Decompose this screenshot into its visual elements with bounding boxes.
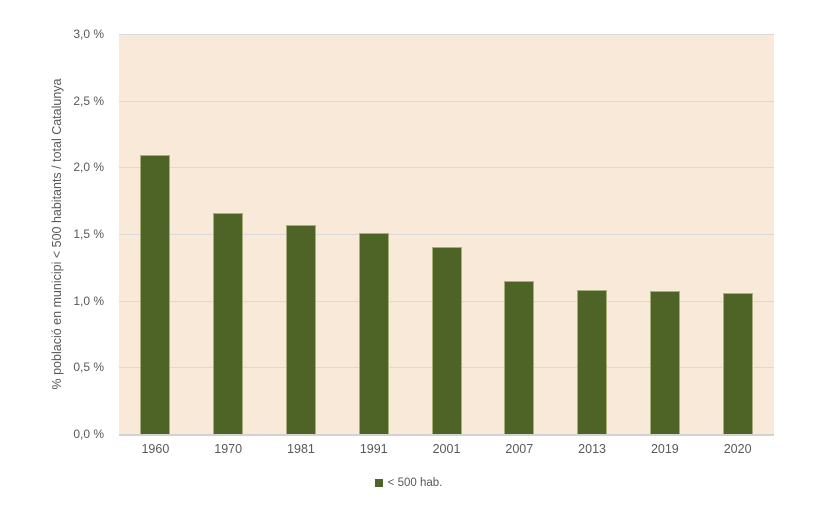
y-tick-label: 1,0 % xyxy=(73,293,104,308)
x-tick-label: 2019 xyxy=(650,442,679,456)
y-tick-label: 2,5 % xyxy=(73,93,104,108)
x-tick-label: 2007 xyxy=(505,442,534,456)
gridline xyxy=(119,34,774,35)
bar-2020 xyxy=(722,292,753,434)
x-axis-tick-labels: 1960 1970 1981 1991 2001 2007 2013 2019 2020 xyxy=(119,442,774,460)
bar-1960 xyxy=(140,155,171,434)
x-tick-label: 1960 xyxy=(141,442,170,456)
bar-1981 xyxy=(285,224,316,434)
gridline xyxy=(119,167,774,169)
bar-2007 xyxy=(504,280,535,434)
x-tick-label: 2001 xyxy=(432,442,461,456)
x-tick-label: 2020 xyxy=(723,442,752,456)
bar-2013 xyxy=(577,290,608,434)
legend-label: < 500 hab. xyxy=(387,477,443,489)
x-tick-label: 2013 xyxy=(578,442,606,456)
x-tick-label: 1991 xyxy=(359,442,388,456)
bar-2019 xyxy=(649,291,680,434)
y-tick-label: 2,0 % xyxy=(73,160,104,175)
y-tick-label: 1,5 % xyxy=(73,227,104,241)
gridline xyxy=(119,234,774,235)
legend: < 500 hab. xyxy=(0,477,817,489)
x-tick-label: 1970 xyxy=(214,442,243,456)
bar-1970 xyxy=(213,212,244,434)
plot-area xyxy=(119,34,774,434)
y-tick-label: 0,5 % xyxy=(73,360,104,375)
x-axis-line xyxy=(119,434,774,436)
gridline xyxy=(119,100,774,102)
y-tick-label: 0,0 % xyxy=(73,427,104,441)
x-tick-label: 1981 xyxy=(287,442,315,456)
y-tick-label: 3,0 % xyxy=(73,27,104,41)
bar-1991 xyxy=(358,232,389,434)
bar-2001 xyxy=(431,247,462,434)
legend-marker-square xyxy=(374,479,383,487)
